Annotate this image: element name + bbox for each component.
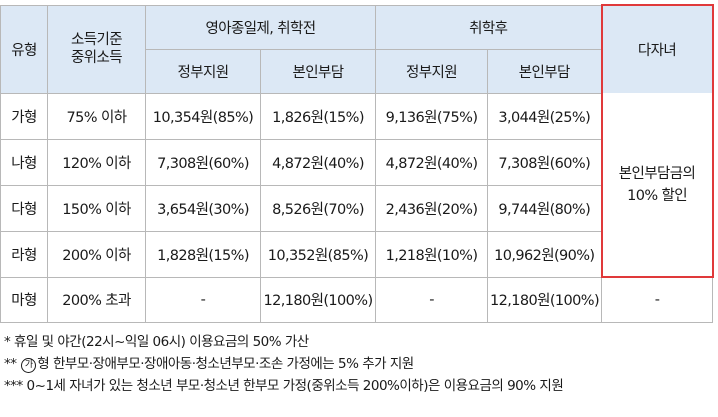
footnote-3-text: 0~1세 자녀가 있는 청소년 부모·청소년 한부모 가정(중위소득 200%이… — [26, 378, 564, 394]
cell-before-self: 8,526원(70%) — [259, 184, 377, 232]
header-type: 유형 — [0, 4, 48, 94]
cell-after-self: 7,308원(60%) — [487, 138, 603, 186]
cell-income: 120% 이하 — [47, 138, 146, 186]
cell-after-self: 12,180원(100%) — [487, 276, 603, 323]
cell-income: 200% 이하 — [47, 230, 146, 278]
cell-after-self: 9,744원(80%) — [487, 184, 603, 232]
cell-income: 150% 이하 — [47, 184, 146, 232]
header-group-after: 취학후 — [375, 4, 603, 50]
cell-after-gov: 1,218원(10%) — [375, 230, 489, 278]
cell-before-self: 4,872원(40%) — [259, 138, 377, 186]
header-before-self: 본인부담 — [259, 48, 377, 94]
cell-multi-discount: 본인부담금의 10% 할인 — [600, 93, 714, 278]
cell-before-gov: 7,308원(60%) — [145, 138, 261, 186]
footnote-1-text: 휴일 및 야간(22시~익일 06시) 이용요금의 50% 가산 — [14, 334, 309, 350]
multi-discount-line1: 본인부담금의 — [618, 165, 696, 182]
cell-income: 75% 이하 — [47, 92, 146, 140]
footnote-3-mark: *** — [4, 378, 23, 394]
circled-ga-icon: 가 — [21, 358, 37, 373]
cell-after-gov: 4,872원(40%) — [375, 138, 489, 186]
cell-type: 다형 — [0, 184, 48, 232]
header-after-self: 본인부담 — [487, 48, 603, 94]
cell-before-gov: 3,654원(30%) — [145, 184, 261, 232]
header-income-line1: 소득기준 — [71, 32, 123, 48]
cell-type: 나형 — [0, 138, 48, 186]
cell-type: 마형 — [0, 276, 48, 323]
cell-after-self: 10,962원(90%) — [487, 230, 603, 278]
cell-after-gov: 9,136원(75%) — [375, 92, 489, 140]
header-group-before: 영아종일제, 취학전 — [144, 4, 377, 50]
header-income: 소득기준 중위소득 — [47, 4, 146, 94]
multi-discount-line2: 10% 할인 — [627, 187, 688, 204]
header-before-gov: 정부지원 — [145, 48, 261, 94]
header-multi-children: 다자녀 — [600, 4, 714, 93]
header-income-line2: 중위소득 — [71, 50, 123, 66]
cell-before-self: 12,180원(100%) — [259, 276, 377, 323]
cell-after-gov: - — [375, 276, 489, 323]
table-row: 마형 200% 초과 - 12,180원(100%) - 12,180원(100… — [0, 276, 714, 323]
footnote-1: * 휴일 및 야간(22시~익일 06시) 이용요금의 50% 가산 — [4, 331, 563, 353]
cell-after-self: 3,044원(25%) — [487, 92, 603, 140]
table-row: 나형 120% 이하 7,308원(60%) 4,872원(40%) 4,872… — [0, 138, 713, 186]
table-row: 라형 200% 이하 1,828원(15%) 10,352원(85%) 1,21… — [0, 230, 713, 278]
cell-before-self: 1,826원(15%) — [259, 92, 377, 140]
cell-after-gov: 2,436원(20%) — [375, 184, 489, 232]
cell-before-self: 10,352원(85%) — [259, 230, 377, 278]
table-row: 다형 150% 이하 3,654원(30%) 8,526원(70%) 2,436… — [0, 184, 713, 232]
cell-type: 가형 — [0, 92, 48, 140]
cell-before-gov: 1,828원(15%) — [145, 230, 261, 278]
cell-multi: - — [601, 276, 714, 323]
cell-before-gov: - — [145, 276, 261, 323]
fee-table: 유형 소득기준 중위소득 영아종일제, 취학전 취학후 다자녀 정부지원 본인부… — [0, 4, 714, 323]
footnote-1-mark: * — [4, 334, 11, 350]
cell-type: 라형 — [0, 230, 48, 278]
header-after-gov: 정부지원 — [375, 48, 489, 94]
table-row: 가형 75% 이하 10,354원(85%) 1,826원(15%) 9,136… — [0, 92, 714, 278]
footnote-2-mark: ** — [4, 356, 17, 372]
footnote-3: *** 0~1세 자녀가 있는 청소년 부모·청소년 한부모 가정(중위소득 2… — [4, 375, 564, 397]
footnote-2-text: 형 한부모·장애부모·장애아동·청소년부모·조손 가정에는 5% 추가 지원 — [37, 356, 414, 372]
cell-before-gov: 10,354원(85%) — [145, 92, 261, 140]
cell-income: 200% 초과 — [47, 276, 146, 323]
